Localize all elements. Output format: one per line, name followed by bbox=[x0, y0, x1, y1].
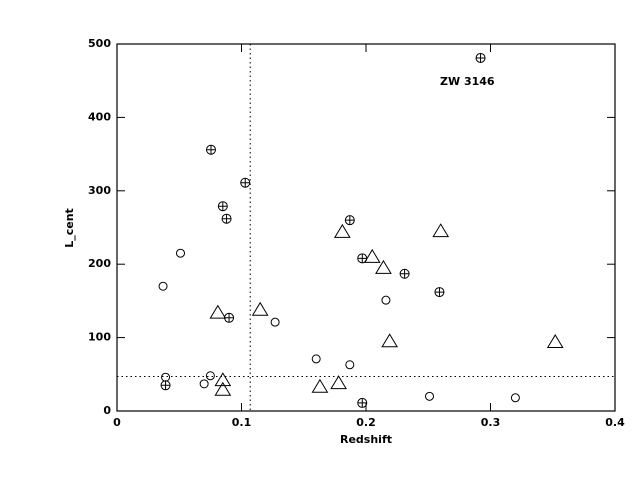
x-tick-label: 0.3 bbox=[481, 416, 501, 429]
point-triangle bbox=[251, 301, 269, 316]
point-triangle bbox=[333, 223, 351, 238]
point-circle bbox=[161, 372, 171, 382]
marker-part bbox=[218, 201, 228, 211]
y-tick-label: 100 bbox=[88, 331, 111, 344]
marker-part bbox=[357, 398, 367, 408]
marker-part bbox=[240, 178, 250, 188]
point-circle-plus bbox=[399, 268, 410, 279]
marker-part bbox=[345, 215, 355, 225]
point-circle bbox=[424, 391, 434, 401]
point-circle bbox=[205, 371, 215, 381]
point-circle-plus bbox=[217, 201, 228, 212]
point-circle bbox=[381, 295, 391, 305]
point-triangle bbox=[311, 378, 329, 393]
x-axis-label: Redshift bbox=[340, 433, 392, 446]
point-circle-plus bbox=[357, 397, 368, 408]
point-circle bbox=[158, 281, 168, 291]
point-circle-plus bbox=[434, 287, 445, 298]
marker-part bbox=[224, 313, 234, 323]
point-circle bbox=[175, 248, 185, 258]
point-triangle bbox=[214, 372, 232, 387]
point-circle-plus bbox=[221, 213, 232, 224]
point-circle-plus bbox=[224, 312, 235, 323]
plot-frame bbox=[116, 43, 616, 412]
point-circle-plus bbox=[344, 215, 355, 226]
y-tick-label: 400 bbox=[88, 110, 111, 123]
annotation: ZW 3146 bbox=[440, 75, 495, 88]
point-triangle bbox=[214, 381, 232, 396]
point-triangle bbox=[432, 223, 450, 238]
point-circle bbox=[345, 360, 355, 370]
marker-part bbox=[400, 269, 410, 279]
marker-part bbox=[434, 287, 444, 297]
marker-part bbox=[222, 214, 232, 224]
point-triangle bbox=[546, 334, 564, 349]
point-circle bbox=[199, 379, 209, 389]
marker-part bbox=[161, 380, 171, 390]
point-circle-plus bbox=[240, 177, 251, 188]
point-circle-plus bbox=[205, 144, 216, 155]
point-circle-plus bbox=[475, 52, 486, 63]
marker-part bbox=[476, 53, 486, 63]
y-tick-label: 500 bbox=[88, 37, 111, 50]
point-triangle bbox=[330, 375, 347, 390]
point-circle bbox=[510, 393, 520, 403]
point-circle bbox=[311, 354, 321, 364]
marker-part bbox=[357, 253, 367, 263]
x-tick-label: 0.4 bbox=[605, 416, 625, 429]
point-triangle bbox=[209, 304, 227, 319]
marker-part bbox=[206, 145, 216, 155]
x-tick-label: 0 bbox=[113, 416, 121, 429]
y-axis-label: L_cent bbox=[63, 208, 76, 248]
y-tick-label: 200 bbox=[88, 257, 111, 270]
point-circle-plus bbox=[160, 380, 171, 391]
point-circle bbox=[270, 317, 280, 327]
point-triangle bbox=[363, 248, 381, 263]
point-triangle bbox=[375, 259, 392, 274]
x-tick-label: 0.1 bbox=[232, 416, 252, 429]
y-tick-label: 300 bbox=[88, 184, 111, 197]
x-tick-label: 0.2 bbox=[356, 416, 376, 429]
point-triangle bbox=[381, 333, 399, 348]
y-tick-label: 0 bbox=[103, 404, 111, 417]
